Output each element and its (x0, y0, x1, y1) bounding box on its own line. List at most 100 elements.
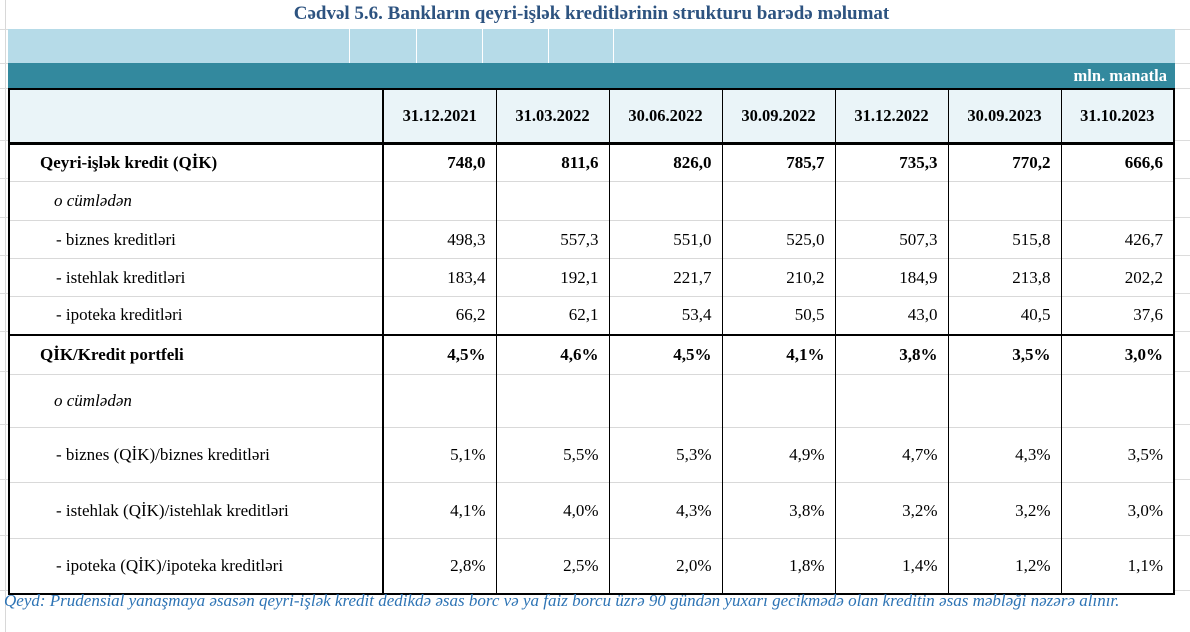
cell-value: 184,9 (834, 258, 948, 297)
cell-value: 4,7% (834, 427, 948, 483)
cell-value: 5,1% (382, 427, 496, 483)
table-row: o cümlədən (9, 374, 1174, 428)
cell-value: 811,6 (495, 142, 609, 182)
cell-value: 748,0 (382, 142, 496, 182)
cell-value: 770,2 (947, 142, 1061, 182)
cell-value: 4,5% (382, 333, 496, 375)
table-row: - ipoteka kreditləri 66,2 62,1 53,4 50,5 43,0… (9, 296, 1174, 335)
cell-value: 43,0 (834, 296, 948, 335)
unit-band: mln. manatla (8, 63, 1175, 88)
cell-value: 4,0% (495, 482, 609, 539)
cell-value (721, 374, 835, 428)
cell-value: 557,3 (495, 220, 609, 259)
header-row: 31.12.2021 31.03.2022 30.06.2022 30.09.2022… (9, 89, 1174, 145)
row-label: - istehlak (QİK)/istehlak kreditləri (9, 482, 384, 539)
cell-value: 4,1% (721, 333, 835, 375)
cell-value: 66,2 (382, 296, 496, 335)
cell-value: 551,0 (608, 220, 722, 259)
cell-value: 826,0 (608, 142, 722, 182)
cell-value: 3,5% (947, 333, 1061, 375)
cell-value: 515,8 (947, 220, 1061, 259)
cell-value: 666,6 (1060, 142, 1174, 182)
band-cell-divider (416, 29, 417, 63)
cell-value (608, 374, 722, 428)
row-label: Qeyri-işlək kredit (QİK) (9, 142, 384, 182)
column-header: 30.09.2022 (721, 89, 835, 145)
table-row: - istehlak kreditləri 183,4 192,1 221,7 210,… (9, 258, 1174, 297)
column-header: 31.03.2022 (495, 89, 609, 145)
page-title: Cədvəl 5.6. Bankların qeyri-işlək kredit… (293, 3, 890, 24)
column-header: 30.09.2023 (947, 89, 1061, 145)
cell-value: 1,8% (721, 538, 835, 594)
cell-value: 213,8 (947, 258, 1061, 297)
table-row: - istehlak (QİK)/istehlak kreditləri 4,1%… (9, 482, 1174, 539)
cell-value: 3,2% (834, 482, 948, 539)
cell-value: 1,2% (947, 538, 1061, 594)
cell-value (608, 181, 722, 221)
cell-value: 426,7 (1060, 220, 1174, 259)
cell-value: 1,4% (834, 538, 948, 594)
table-sheet: Cədvəl 5.6. Bankların qeyri-işlək kredit… (8, 0, 1175, 595)
cell-value: 3,2% (947, 482, 1061, 539)
decor-band (8, 29, 1175, 63)
cell-value: 3,5% (1060, 427, 1174, 483)
row-label: - biznes (QİK)/biznes kreditləri (9, 427, 384, 483)
row-label: QİK/Kredit portfeli (9, 333, 384, 375)
cell-value: 507,3 (834, 220, 948, 259)
table-row: Qeyri-işlək kredit (QİK) 748,0 811,6 826,0 7… (9, 142, 1174, 182)
cell-value (495, 181, 609, 221)
row-label: - istehlak kreditləri (9, 258, 384, 297)
cell-value: 5,5% (495, 427, 609, 483)
cell-value: 525,0 (721, 220, 835, 259)
cell-value: 5,3% (608, 427, 722, 483)
cell-value (382, 181, 496, 221)
cell-value: 2,0% (608, 538, 722, 594)
cell-value: 4,3% (608, 482, 722, 539)
cell-value: 4,1% (382, 482, 496, 539)
cell-value (382, 374, 496, 428)
column-header: 30.06.2022 (608, 89, 722, 145)
cell-value (1060, 374, 1174, 428)
cell-value (721, 181, 835, 221)
band-cell-divider (482, 29, 483, 63)
table-row: - ipoteka (QİK)/ipoteka kreditləri 2,8% 2,… (9, 538, 1174, 594)
column-header: 31.12.2021 (382, 89, 496, 145)
row-label: o cümlədən (9, 181, 384, 221)
cell-value: 498,3 (382, 220, 496, 259)
cell-value: 4,5% (608, 333, 722, 375)
cell-value: 735,3 (834, 142, 948, 182)
cell-value: 4,9% (721, 427, 835, 483)
cell-value: 4,6% (495, 333, 609, 375)
cell-value: 785,7 (721, 142, 835, 182)
cell-value: 202,2 (1060, 258, 1174, 297)
table-row: - biznes (QİK)/biznes kreditləri 5,1% 5,5%… (9, 427, 1174, 483)
cell-value: 4,3% (947, 427, 1061, 483)
band-cell-divider (548, 29, 549, 63)
cell-value: 37,6 (1060, 296, 1174, 335)
table-row: o cümlədən (9, 181, 1174, 221)
header-corner-cell (9, 89, 384, 145)
cell-value: 62,1 (495, 296, 609, 335)
gutter-gridline-vertical (5, 0, 6, 632)
cell-value: 210,2 (721, 258, 835, 297)
cell-value: 40,5 (947, 296, 1061, 335)
table-row: - biznes kreditləri 498,3 557,3 551,0 525,0 5… (9, 220, 1174, 259)
cell-value: 3,8% (834, 333, 948, 375)
cell-value: 183,4 (382, 258, 496, 297)
footnote: Qeyd: Prudensial yanaşmaya əsasən qeyri-… (4, 591, 1120, 610)
cell-value: 3,0% (1060, 482, 1174, 539)
cell-value: 2,5% (495, 538, 609, 594)
cell-value (947, 374, 1061, 428)
row-label: o cümlədən (9, 374, 384, 428)
cell-value (947, 181, 1061, 221)
table-body: Qeyri-işlək kredit (QİK) 748,0 811,6 826,0 7… (9, 142, 1174, 594)
cell-value: 221,7 (608, 258, 722, 297)
cell-value (834, 181, 948, 221)
unit-label: mln. manatla (1073, 66, 1167, 85)
row-label: - ipoteka kreditləri (9, 296, 384, 335)
cell-value (834, 374, 948, 428)
row-label: - biznes kreditləri (9, 220, 384, 259)
column-header: 31.10.2023 (1060, 89, 1174, 145)
cell-value: 53,4 (608, 296, 722, 335)
